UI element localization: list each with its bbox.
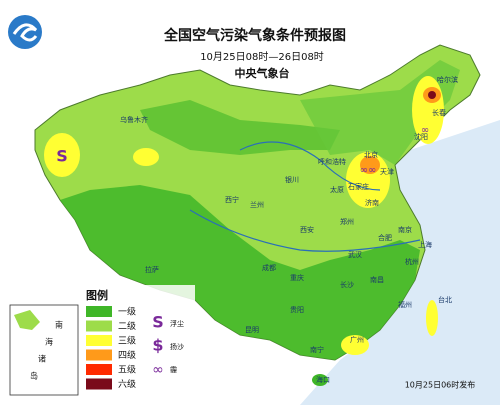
inset-label: 南 [55,320,63,330]
city-label: 太原 [330,185,344,194]
city-label: 沈阳 [414,132,428,141]
city-label: 贵阳 [290,305,304,314]
level-1-area [60,185,420,360]
legend-swatch [86,320,112,332]
river [239,141,381,191]
city-label: 西安 [300,225,314,234]
river [189,209,421,252]
city-label: 银川 [285,175,299,184]
sand-symbol: $ [152,336,163,355]
taiwan [426,300,438,336]
city-label: 南宁 [310,345,324,354]
city-label: 兰州 [250,200,264,209]
legend-label: 四级 [118,349,136,361]
legend-swatch [86,349,112,361]
sea [300,120,500,405]
city-label: 长沙 [340,280,354,289]
city-label: 合肥 [378,233,392,242]
hainan [312,374,328,386]
city-label: 武汉 [348,250,362,259]
level-3-area [133,148,159,166]
city-label: 郑州 [340,218,354,226]
symbol-label: 扬沙 [170,342,184,351]
level-4-area [360,156,380,174]
legend-title: 图例 [86,288,108,302]
city-label: 乌鲁木齐 [120,115,148,124]
inset-land [14,310,40,330]
city-label: 重庆 [290,273,304,282]
city-label: 石家庄 [348,182,369,191]
city-label: 广州 [350,335,364,344]
legend-swatch [86,378,112,390]
inset-label: 岛 [30,371,38,381]
city-label: 杭州 [405,257,419,266]
city-label: 呼和浩特 [318,157,346,166]
city-label: 成都 [262,263,276,272]
level-3-area [341,335,369,355]
symbol-label: 霾 [170,366,177,374]
city-label: 哈尔滨 [437,75,458,84]
legend-label: 六级 [118,378,136,390]
legend-swatch [86,335,112,346]
title: 全国空气污染气象条件预报图 [163,27,346,44]
city-label: 福州 [398,300,412,309]
level-6-area [428,91,436,99]
city-label: 海口 [316,375,330,384]
city-label: 北京 [364,150,378,159]
city-label: 台北 [438,295,452,304]
level-3-area [44,133,80,177]
city-label: 南京 [398,225,412,234]
dust-symbol: S [56,147,68,166]
issuer: 中央气象台 [235,66,290,80]
city-label: 拉萨 [145,265,159,274]
legend-label: 五级 [118,364,136,376]
symbol-label: 浮尘 [170,319,184,328]
haze-symbol: ∞∞ [360,165,377,176]
haze-symbol: ∞ [152,362,164,378]
legend-label: 二级 [118,320,136,332]
legend-swatch [86,306,112,317]
legend-label: 三级 [118,335,136,347]
legend-swatch [86,364,112,375]
city-label: 济南 [365,198,379,207]
footer: 10月25日06时发布 [405,380,476,390]
city-label: 天津 [380,168,394,176]
inset-label: 诸 [38,355,46,364]
city-label: 西宁 [225,195,239,204]
city-label: 上海 [418,240,432,249]
dust-symbol: S [152,313,164,332]
level-1-area [140,100,340,155]
legend-label: 一级 [118,306,136,318]
city-label: 长春 [432,108,446,117]
city-label: 昆明 [245,326,259,334]
haze-symbol: ∞ [421,125,429,136]
period: 10月25日08时—26日08时 [200,51,324,63]
logo-mark [12,23,38,42]
city-label: 南昌 [370,275,384,284]
inset-label: 海 [45,337,53,347]
